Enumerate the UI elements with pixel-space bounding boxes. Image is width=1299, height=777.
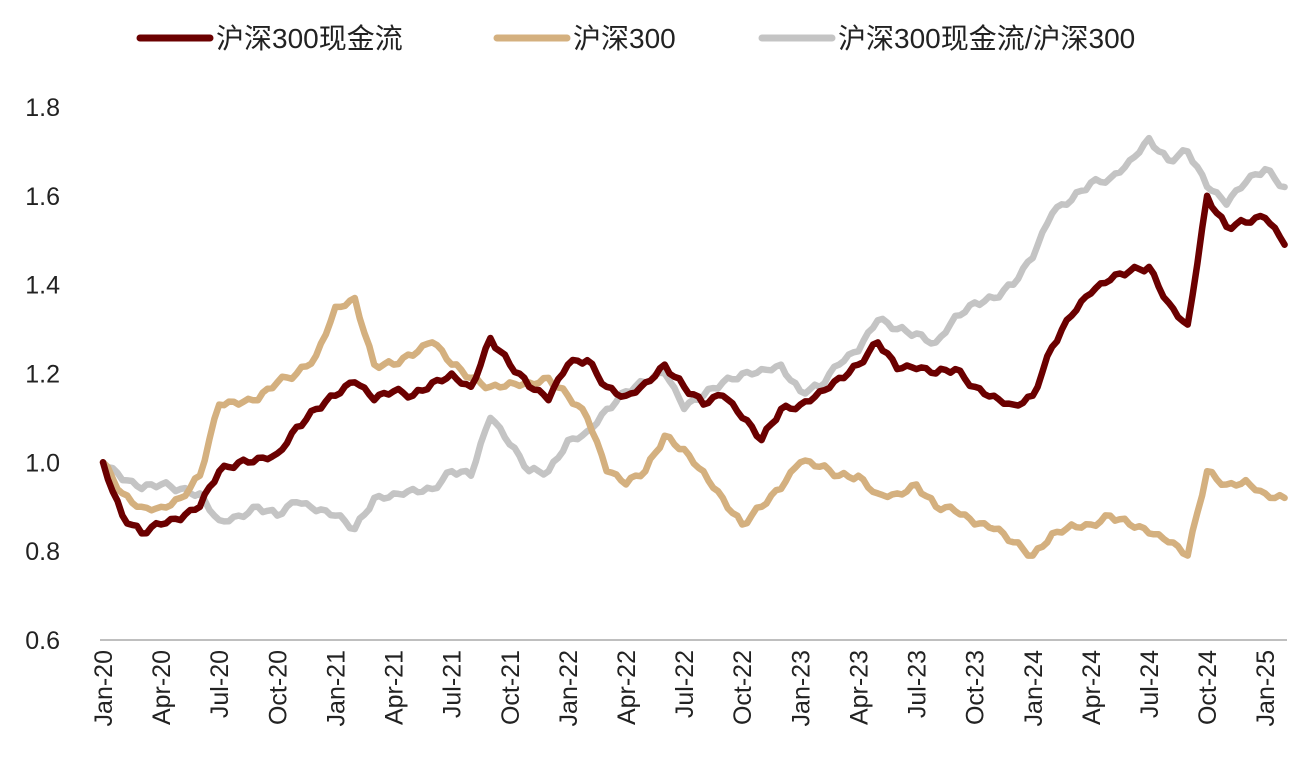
x-tick-label: Apr-24: [1078, 650, 1106, 725]
x-tick-label: Apr-20: [148, 650, 176, 725]
plot-lines: [99, 134, 1288, 559]
y-tick-label: 0.6: [25, 627, 60, 655]
x-tick-label: Jan-23: [787, 650, 815, 726]
y-axis: 0.6 0.8 1.0 1.2 1.4 1.6 1.8: [25, 94, 60, 655]
x-tick-label: Oct-23: [962, 650, 990, 725]
x-tick-label: Apr-21: [381, 650, 409, 725]
series-line-0: [99, 192, 1288, 537]
y-tick-label: 1.4: [25, 272, 60, 300]
x-tick-label: Oct-21: [497, 650, 525, 725]
series-line-2: [99, 134, 1288, 533]
series-line-1: [99, 294, 1288, 559]
x-tick-label: Jul-22: [671, 650, 699, 718]
legend-label: 沪深300现金流/沪深300: [838, 23, 1135, 54]
x-tick-label: Jul-24: [1136, 650, 1164, 718]
x-tick-label: Apr-22: [613, 650, 641, 725]
x-tick-label: Apr-23: [845, 650, 873, 725]
x-tick-label: Jan-25: [1252, 650, 1280, 726]
x-tick-label: Jan-21: [322, 650, 350, 726]
y-tick-label: 0.8: [25, 538, 60, 566]
legend: 沪深300现金流 沪深300 沪深300现金流/沪深300: [136, 23, 1135, 54]
x-tick-label: Jul-21: [439, 650, 467, 718]
x-tick-label: Oct-20: [264, 650, 292, 725]
legend-label: 沪深300: [573, 23, 676, 54]
y-tick-label: 1.6: [25, 183, 60, 211]
x-tick-label: Jul-20: [206, 650, 234, 718]
legend-label: 沪深300现金流: [216, 23, 403, 54]
y-tick-label: 1.8: [25, 94, 60, 122]
y-tick-label: 1.2: [25, 361, 60, 389]
x-tick-label: Oct-22: [729, 650, 757, 725]
x-tick-label: Oct-24: [1194, 650, 1222, 725]
x-axis: Jan-20 Apr-20 Jul-20 Oct-20 Jan-21 Apr-21 Jul-…: [90, 639, 1287, 727]
y-tick-label: 1.0: [25, 449, 60, 477]
x-tick-label: Jan-24: [1020, 650, 1048, 727]
x-tick-label: Jan-22: [555, 650, 583, 726]
x-tick-label: Jul-23: [904, 650, 932, 718]
x-tick-label: Jan-20: [90, 650, 118, 726]
